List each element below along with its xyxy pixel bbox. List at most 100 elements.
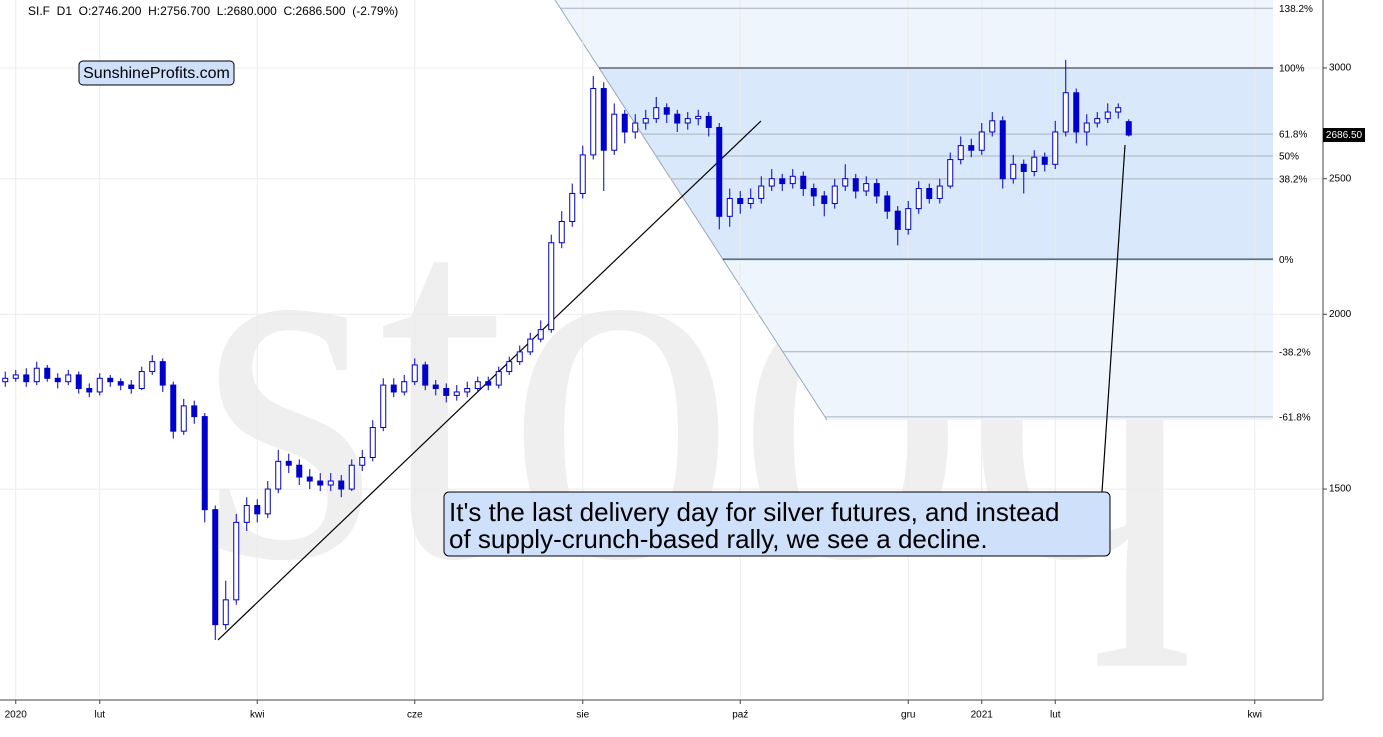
candle-body [1083, 122, 1090, 133]
candle-body [233, 521, 240, 601]
candle-body [138, 371, 145, 390]
y-tick-label: 3000 [1329, 63, 1352, 74]
x-tick-label: lut [94, 710, 105, 721]
axis-labels: 1500 2000 2500 3000 2020 lut kwi cze sie paź gru 20… [5, 63, 1365, 721]
candle-body [33, 367, 40, 383]
candle-body [926, 188, 933, 199]
candle-body [191, 405, 198, 418]
candle-body [695, 115, 702, 120]
callout-box [443, 491, 1111, 557]
fib-edge [554, 0, 828, 421]
candle-body [957, 145, 964, 161]
candle-body [285, 460, 292, 466]
candle-body [590, 88, 597, 156]
candle-body [789, 175, 796, 185]
candle-body [170, 384, 177, 432]
y-tick-label: 2000 [1329, 309, 1352, 320]
candle-body [779, 178, 786, 185]
candle-body [275, 460, 282, 490]
candle-body [222, 599, 229, 626]
candle-body [212, 509, 219, 626]
candle-body [968, 145, 975, 151]
candle-body [558, 220, 565, 244]
fib-label: 0% [1279, 255, 1294, 266]
candle-body [978, 131, 985, 151]
candle-body [600, 88, 607, 151]
fib-label: -38.2% [1279, 347, 1311, 358]
candle-body [65, 374, 72, 383]
candle-body [936, 185, 943, 199]
x-tick-label: 2020 [5, 710, 28, 721]
candle-body [306, 476, 313, 482]
candle-body [159, 361, 166, 386]
candle-body [726, 197, 733, 217]
candle-body [800, 175, 807, 190]
candle-body [2, 377, 9, 383]
candle-body [989, 120, 996, 133]
candle-body [296, 464, 303, 478]
candle-body [863, 183, 870, 192]
candle-body [737, 197, 744, 205]
candle-body [506, 361, 513, 373]
candle-body [432, 384, 439, 390]
candles [2, 59, 1132, 641]
candle-body [1041, 156, 1048, 165]
candle-body [884, 195, 891, 212]
candle-body [401, 381, 408, 393]
candle-body [23, 374, 30, 383]
candle-body [254, 504, 261, 515]
candle-body [569, 192, 576, 222]
candle-body [201, 416, 208, 511]
candle-body [537, 329, 544, 340]
candle-body [1104, 111, 1111, 120]
candle-body [317, 480, 324, 486]
candle-body [663, 107, 670, 115]
fib-label: -61.8% [1279, 412, 1311, 423]
fib-label: 100% [1279, 64, 1305, 75]
candle-body [905, 208, 912, 230]
fib-label: 138.2% [1279, 4, 1313, 15]
candle-body [338, 480, 345, 490]
x-tick-label: gru [901, 710, 915, 721]
candle-body [411, 364, 418, 383]
candle-body [947, 159, 954, 187]
candle-body [128, 384, 135, 390]
candle-body [107, 377, 114, 383]
x-tick-label: sie [576, 710, 589, 721]
candle-body [327, 480, 334, 486]
candle-body [831, 185, 838, 205]
callout-pointer [1101, 144, 1126, 493]
fib-label: 50% [1279, 152, 1299, 163]
candle-body [86, 388, 93, 393]
last-price-label: 2686.50 [1326, 130, 1363, 141]
annotation-line: It's the last delivery day for silver fu… [449, 497, 1059, 527]
candle-body [443, 388, 450, 396]
fib-label: 38.2% [1279, 174, 1307, 185]
candle-body [54, 377, 61, 383]
candle-body [821, 195, 828, 205]
candle-body [999, 120, 1006, 180]
last-price-box [1323, 128, 1365, 143]
candle-body [1094, 118, 1101, 124]
candle-body [464, 388, 471, 393]
candle-body [12, 374, 19, 379]
candle-body [810, 188, 817, 197]
candle-body [842, 178, 849, 187]
candle-body [632, 122, 639, 133]
candle-body [44, 367, 51, 379]
candle-body [873, 183, 880, 197]
candle-body [359, 456, 366, 466]
candle-body [1052, 131, 1059, 165]
candle-body [611, 113, 618, 151]
y-tick-label: 1500 [1329, 484, 1352, 495]
candle-body [684, 118, 691, 124]
candle-body [516, 351, 523, 363]
candle-body [474, 381, 481, 390]
candle-body [747, 197, 754, 205]
trend-line [217, 120, 762, 641]
annotation-line: of supply-crunch-based rally, we see a d… [449, 524, 988, 554]
chart-title: SI.F D1 O:2746.200 H:2756.700 L:2680.000… [28, 4, 398, 18]
candle-body [894, 210, 901, 230]
fib-core-zone [599, 68, 1273, 261]
